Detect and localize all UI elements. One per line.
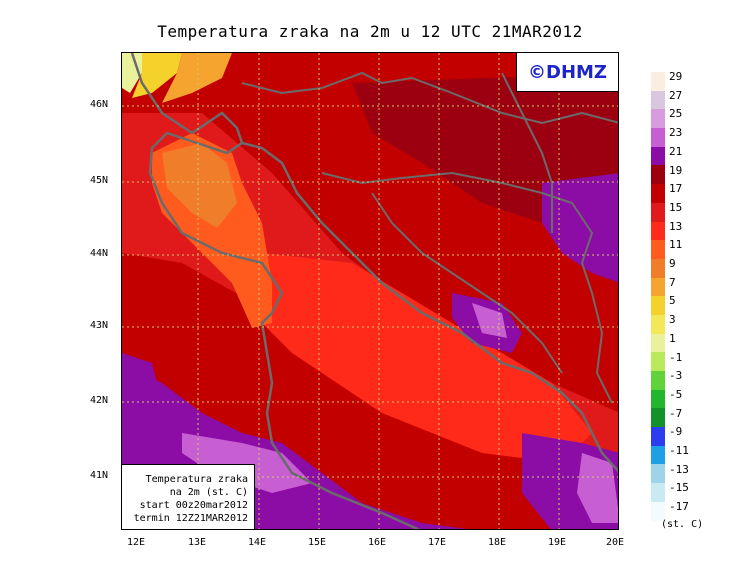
- lon-tick-14e: 14E: [248, 537, 267, 548]
- field-zone-21-italy: [122, 353, 162, 413]
- border-bosnia-coast: [371, 192, 563, 374]
- legend-units: (st. C): [661, 519, 704, 530]
- legend-label: -1: [669, 350, 683, 364]
- lat-tick-41n: 41N: [90, 470, 109, 481]
- lat-tick-45n: 45N: [90, 175, 109, 186]
- legend-swatch: [651, 371, 665, 390]
- legend-label: 5: [669, 294, 676, 308]
- legend-swatch: [651, 202, 665, 222]
- dhmz-logo: ©DHMZ: [516, 52, 619, 92]
- lon-tick-18e: 18E: [488, 537, 507, 548]
- legend-swatch: [651, 277, 665, 297]
- lon-tick-19e: 19E: [548, 537, 567, 548]
- legend-swatch: [651, 128, 665, 147]
- legend-swatch: [651, 389, 665, 409]
- legend-label: -13: [669, 462, 689, 476]
- temperature-map: [121, 52, 619, 530]
- legend-swatch: [651, 445, 665, 465]
- legend-label: -17: [669, 500, 689, 514]
- legend-label: 25: [669, 107, 683, 121]
- legend-swatch: [651, 352, 665, 371]
- map-title: Temperatura zraka na 2m u 12 UTC 21MAR20…: [157, 22, 583, 41]
- legend-label: 9: [669, 257, 676, 270]
- legend-label: -15: [669, 481, 689, 495]
- lon-tick-15e: 15E: [308, 537, 327, 548]
- border-serbia: [591, 292, 613, 404]
- info-line-1: Temperatura zraka: [145, 474, 248, 485]
- legend-swatch: [651, 258, 665, 278]
- legend-label: 7: [669, 275, 676, 289]
- legend-swatch: [651, 483, 665, 502]
- lat-tick-43n: 43N: [90, 320, 109, 331]
- lon-tick-17e: 17E: [428, 537, 447, 548]
- legend-swatch: [651, 146, 665, 166]
- legend-swatch: [651, 464, 665, 484]
- legend-swatch: [651, 165, 665, 185]
- legend-swatch: [651, 90, 665, 110]
- border-croatia-bosnia: [321, 171, 594, 294]
- legend-label: -5: [669, 387, 683, 401]
- legend-label: 21: [669, 144, 683, 158]
- legend-swatch: [651, 240, 665, 259]
- legend-swatch: [651, 296, 665, 315]
- info-line-4: termin 12Z21MAR2012: [133, 513, 248, 524]
- info-line-3: start 00z20mar2012: [139, 500, 248, 511]
- field-zone-23-southeast: [577, 453, 618, 523]
- field-zone-9-gulf: [162, 143, 237, 228]
- legend-label: 19: [669, 163, 683, 177]
- lon-tick-20e: 20E: [606, 537, 625, 548]
- legend-swatch: [651, 72, 665, 91]
- coastline-croatia: [226, 141, 618, 473]
- lat-tick-44n: 44N: [90, 248, 109, 259]
- legend-label: 15: [669, 200, 683, 214]
- legend-swatch: [651, 314, 665, 334]
- legend-swatch: [651, 333, 665, 353]
- coastline-italy: [130, 53, 421, 529]
- field-zone-21-east: [542, 173, 618, 283]
- grid-lines: [122, 53, 618, 529]
- legend-swatch: [651, 501, 665, 521]
- field-zone-7-alps: [162, 53, 232, 103]
- legend-label: 1: [669, 331, 676, 345]
- color-legend: [651, 72, 665, 521]
- legend-swatch: [651, 427, 665, 446]
- legend-label: 13: [669, 219, 683, 233]
- temperature-field: [122, 53, 618, 529]
- legend-label: -3: [669, 369, 683, 383]
- field-zone-13-sea: [242, 253, 592, 463]
- legend-swatch: [651, 109, 665, 129]
- legend-label: 27: [669, 88, 683, 102]
- info-box: Temperatura zraka na 2m (st. C) start 00…: [121, 464, 255, 530]
- lon-tick-13e: 13E: [188, 537, 207, 548]
- info-line-2: na 2m (st. C): [169, 487, 248, 498]
- border-north: [241, 71, 618, 125]
- lat-tick-42n: 42N: [90, 395, 109, 406]
- legend-label: 23: [669, 126, 683, 140]
- legend-label: 11: [669, 238, 683, 252]
- legend-label: -9: [669, 425, 683, 439]
- legend-swatch: [651, 221, 665, 241]
- field-zone-23-south: [182, 433, 312, 493]
- lon-tick-12e: 12E: [127, 537, 146, 548]
- legend-label: 3: [669, 313, 676, 327]
- field-zone-23-bosnia: [472, 303, 507, 338]
- legend-label: -7: [669, 406, 683, 420]
- legend-label: -11: [669, 444, 689, 457]
- legend-swatch: [651, 408, 665, 428]
- legend-swatch: [651, 184, 665, 203]
- legend-label: 17: [669, 182, 683, 196]
- lat-tick-46n: 46N: [90, 99, 109, 110]
- legend-label: 29: [669, 70, 683, 83]
- border-hungary: [501, 72, 553, 233]
- lon-tick-16e: 16E: [368, 537, 387, 548]
